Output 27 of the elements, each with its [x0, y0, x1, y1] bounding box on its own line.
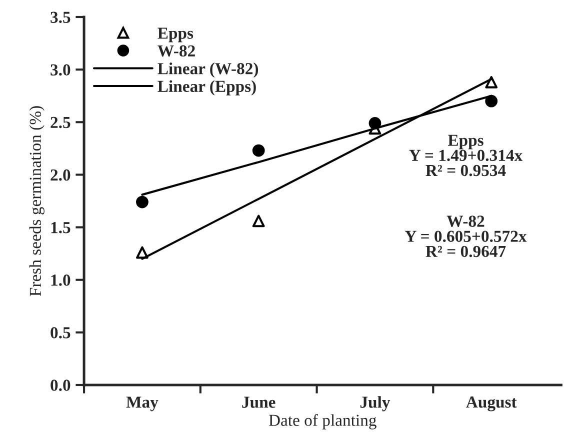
- y-tick-label: 3.0: [50, 64, 70, 76]
- y-tick-label: 1.0: [51, 274, 70, 286]
- point: [485, 94, 498, 108]
- legend-label: Linear (W-82): [158, 62, 258, 78]
- x-tick-label: May: [126, 396, 158, 412]
- point: [252, 144, 265, 157]
- x-axis-title: Date of planting: [268, 414, 376, 430]
- legend-label: W-82: [158, 45, 195, 57]
- y-tick-label: 1.5: [51, 222, 70, 234]
- annotation: Epps Y = 1.49+0.314x R² = 0.9534: [409, 134, 523, 176]
- point: [136, 196, 148, 208]
- legend-label: Linear (Epps): [158, 80, 256, 96]
- legend-label: Epps: [158, 28, 194, 42]
- y-tick-label: 0.0: [50, 380, 70, 392]
- point: [252, 214, 265, 228]
- point: [136, 246, 148, 259]
- y-axis-title: Fresh seeds germination (%): [29, 106, 44, 296]
- point: [485, 76, 498, 88]
- x-tick-label: August: [466, 396, 517, 412]
- y-tick-label: 2.5: [50, 116, 70, 128]
- x-tick-label: June: [242, 396, 276, 408]
- annotation: W-82 Y = 0.605+0.572x R² = 0.9647: [405, 216, 527, 258]
- y-tick-label: 0.5: [50, 327, 70, 338]
- point: [368, 117, 382, 130]
- x-tick-label: July: [360, 396, 390, 412]
- y-tick-label: 3.5: [50, 12, 70, 24]
- y-tick-label: 2.0: [50, 169, 70, 181]
